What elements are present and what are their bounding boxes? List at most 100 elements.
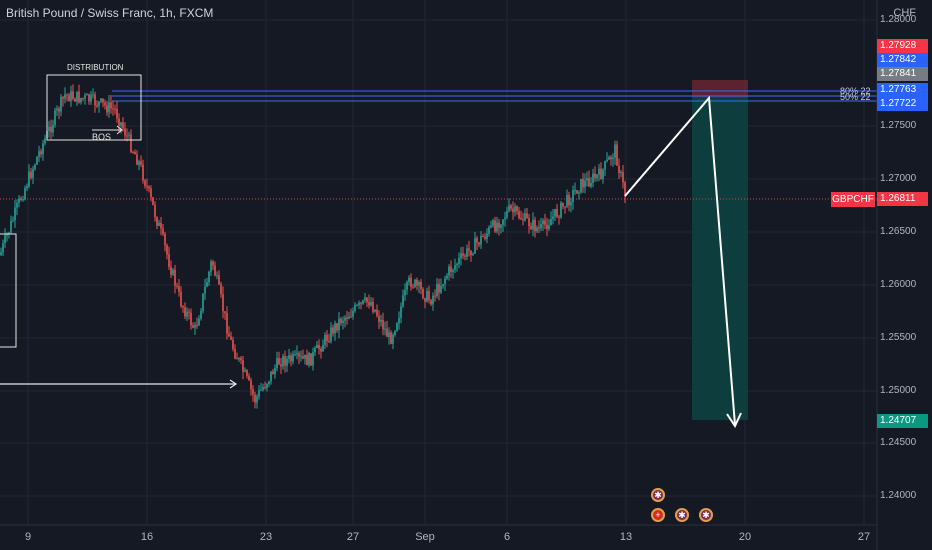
- candle-body: [358, 302, 360, 306]
- candle-body: [494, 220, 496, 232]
- candle-body: [504, 217, 506, 220]
- candle-body: [50, 126, 52, 133]
- candle-body: [606, 159, 608, 162]
- candle-body: [188, 311, 190, 313]
- candle-body: [242, 360, 244, 372]
- candle-body: [204, 286, 206, 294]
- candle-body: [10, 221, 12, 233]
- candle-body: [298, 353, 300, 357]
- candle-body: [44, 138, 46, 144]
- price-badge: 1.27722: [877, 97, 928, 111]
- candle-body: [156, 217, 158, 226]
- candle-body: [8, 232, 10, 235]
- candle-body: [166, 245, 168, 255]
- candle-body: [378, 315, 380, 323]
- candle-body: [48, 126, 50, 131]
- candle-body: [100, 98, 102, 102]
- distribution-box[interactable]: [46, 74, 142, 141]
- uk-flag-icon[interactable]: ✱: [699, 508, 713, 522]
- candle-body: [146, 185, 148, 187]
- candle-body: [520, 218, 522, 220]
- candle-body: [244, 370, 246, 372]
- candle-body: [208, 271, 210, 283]
- candle-body: [392, 335, 394, 344]
- swiss-flag-icon[interactable]: +: [651, 508, 665, 522]
- candle-body: [356, 305, 358, 307]
- candle-body: [38, 151, 40, 157]
- candle-body: [42, 143, 44, 155]
- candle-body: [492, 220, 494, 226]
- candle-body: [304, 354, 306, 359]
- candle-body: [412, 286, 414, 288]
- candle-body: [80, 98, 82, 103]
- candle-body: [178, 286, 180, 292]
- candle-body: [374, 309, 376, 312]
- candle-body: [190, 312, 192, 326]
- candle-body: [624, 182, 626, 197]
- fibonacci-lines[interactable]: [112, 90, 877, 102]
- candle-body: [534, 219, 536, 232]
- x-tick: 20: [738, 531, 752, 543]
- candle-body: [340, 318, 342, 323]
- candle-body: [400, 306, 402, 318]
- candle-body: [594, 173, 596, 179]
- candle-body: [536, 227, 538, 232]
- candle-body: [406, 282, 408, 290]
- candle-body: [430, 300, 432, 305]
- candle-body: [426, 290, 428, 302]
- candle-body: [276, 358, 278, 368]
- candle-body: [182, 306, 184, 308]
- candle-body: [608, 157, 610, 160]
- candle-body: [16, 202, 18, 208]
- candle-body: [390, 332, 392, 344]
- uk-flag-icon[interactable]: ✱: [651, 488, 665, 502]
- candle-body: [410, 277, 412, 287]
- candle-body: [194, 324, 196, 328]
- candle-body: [470, 250, 472, 256]
- candle-body: [172, 269, 174, 275]
- candle-body: [82, 98, 84, 100]
- candle-body: [460, 253, 462, 259]
- candle-body: [414, 279, 416, 287]
- candle-body: [278, 358, 280, 365]
- candle-body: [56, 108, 58, 111]
- candle-body: [234, 349, 236, 359]
- candle-body: [2, 243, 4, 253]
- candle-body: [202, 293, 204, 311]
- candle-body: [324, 334, 326, 345]
- candle-body: [436, 283, 438, 297]
- uk-flag-icon[interactable]: ✱: [675, 508, 689, 522]
- candle-body: [328, 340, 330, 342]
- candle-body: [416, 279, 418, 286]
- candle-body: [344, 317, 346, 321]
- left-range-box[interactable]: [0, 233, 17, 348]
- candle-body: [102, 98, 104, 103]
- candle-body: [454, 265, 456, 270]
- candle-body: [264, 387, 266, 389]
- candle-body: [174, 269, 176, 286]
- candle-body: [252, 389, 254, 395]
- candle-body: [550, 219, 552, 226]
- candle-body: [110, 102, 112, 109]
- candle-body: [54, 110, 56, 125]
- candle-body: [604, 161, 606, 170]
- x-tick: 9: [24, 531, 32, 543]
- price-badge: 1.27928: [877, 39, 928, 53]
- candle-body: [220, 284, 222, 295]
- candle-body: [184, 307, 186, 317]
- candle-body: [282, 356, 284, 367]
- take-profit-zone[interactable]: [692, 98, 748, 420]
- candle-body: [514, 206, 516, 213]
- projection-path[interactable]: [624, 95, 736, 426]
- candle-body: [12, 220, 14, 222]
- candle-body: [346, 317, 348, 319]
- candle-body: [112, 108, 114, 110]
- stop-loss-zone[interactable]: [692, 80, 748, 98]
- candle-body: [198, 318, 200, 326]
- candle-body: [14, 207, 16, 221]
- candle-body: [338, 318, 340, 331]
- candle-body: [498, 222, 500, 228]
- candle-body: [522, 219, 524, 221]
- currency-label: CHF: [893, 7, 916, 19]
